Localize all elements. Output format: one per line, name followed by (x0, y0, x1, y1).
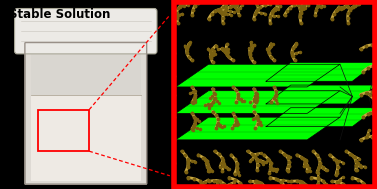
Polygon shape (176, 91, 340, 113)
Polygon shape (266, 62, 377, 81)
Polygon shape (266, 85, 377, 104)
Polygon shape (176, 64, 340, 87)
Bar (31, 95, 141, 181)
Polygon shape (176, 117, 340, 140)
Bar (38, 110, 89, 151)
FancyBboxPatch shape (15, 9, 157, 54)
FancyBboxPatch shape (25, 43, 147, 184)
Polygon shape (266, 108, 377, 127)
Bar (31, 45, 141, 95)
Text: Stable Solution: Stable Solution (9, 8, 110, 21)
